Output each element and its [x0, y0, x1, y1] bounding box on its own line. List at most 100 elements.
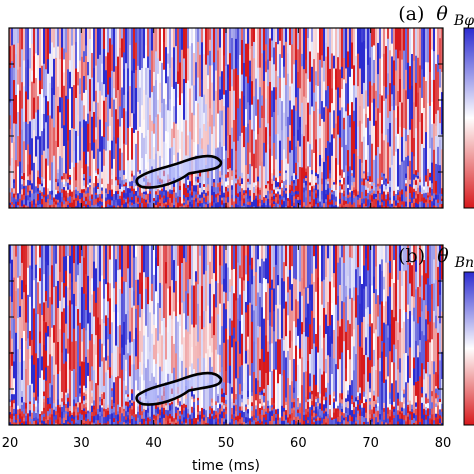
- heatmap-cell: [187, 409, 190, 414]
- heatmap-cell: [387, 94, 390, 119]
- heatmap-cell: [115, 281, 118, 305]
- heatmap-cell: [119, 183, 123, 190]
- heatmap-cell: [169, 110, 172, 149]
- heatmap-cell: [137, 369, 140, 391]
- heatmap-cell: [87, 193, 91, 200]
- heatmap-cell: [303, 414, 307, 422]
- heatmap-cell: [133, 305, 136, 340]
- heatmap-cell: [167, 415, 170, 422]
- heatmap-cell: [131, 28, 134, 72]
- heatmap-cell: [319, 368, 322, 395]
- heatmap-cell: [63, 59, 66, 73]
- heatmap-cell: [315, 190, 318, 194]
- heatmap-cell: [381, 95, 384, 135]
- heatmap-cell: [171, 280, 174, 320]
- heatmap-cell: [381, 421, 384, 425]
- heatmap-cell: [173, 71, 176, 90]
- heatmap-cell: [315, 204, 319, 208]
- heatmap-cell: [81, 410, 84, 416]
- heatmap-cell: [305, 185, 309, 191]
- heatmap-cell: [75, 245, 78, 283]
- heatmap-cell: [283, 262, 286, 282]
- heatmap-cell: [45, 122, 48, 160]
- heatmap-cell: [223, 402, 227, 406]
- heatmap-cell: [165, 262, 168, 284]
- heatmap-cell: [97, 189, 101, 195]
- heatmap-cell: [59, 202, 62, 208]
- heatmap-cell: [39, 377, 42, 415]
- heatmap-cell: [401, 189, 405, 195]
- heatmap-cell: [239, 98, 242, 137]
- heatmap-cell: [271, 28, 274, 42]
- heatmap-cell: [63, 423, 66, 425]
- heatmap-cell: [229, 365, 232, 384]
- heatmap-cell: [225, 414, 229, 420]
- heatmap-cell: [341, 318, 344, 353]
- heatmap-cell: [389, 197, 393, 201]
- heatmap-cell: [167, 245, 170, 289]
- heatmap-cell: [85, 196, 88, 202]
- heatmap-cell: [89, 111, 92, 144]
- heatmap-cell: [141, 245, 144, 283]
- heatmap-cell: [281, 187, 285, 191]
- heatmap-cell: [293, 410, 296, 418]
- heatmap-cell: [169, 148, 172, 180]
- heatmap-cell: [353, 153, 356, 179]
- heatmap-cell: [311, 41, 314, 68]
- heatmap-cell: [213, 415, 217, 420]
- heatmap-cell: [287, 350, 290, 379]
- heatmap-cell: [259, 245, 262, 267]
- heatmap-cell: [81, 287, 84, 330]
- heatmap-cell: [143, 380, 146, 393]
- heatmap-cell: [89, 245, 92, 282]
- heatmap-cell: [55, 414, 58, 421]
- heatmap-cell: [261, 283, 264, 308]
- heatmap-cell: [271, 371, 274, 399]
- heatmap-cell: [159, 282, 162, 309]
- heatmap-cell: [303, 28, 306, 70]
- heatmap-cell: [171, 86, 174, 130]
- heatmap-cell: [365, 28, 368, 50]
- heatmap-cell: [137, 101, 140, 132]
- heatmap-cell: [337, 134, 340, 166]
- heatmap-cell: [51, 148, 54, 163]
- heatmap-cell: [31, 43, 34, 72]
- heatmap-cell: [51, 385, 54, 404]
- heatmap-cell: [31, 412, 35, 420]
- heatmap-cell: [197, 41, 200, 79]
- heatmap-cell: [209, 283, 212, 324]
- heatmap-cell: [349, 385, 352, 416]
- heatmap-cell: [329, 367, 332, 396]
- heatmap-cell: [55, 204, 59, 208]
- heatmap-cell: [273, 169, 277, 177]
- heatmap-cell: [337, 369, 340, 407]
- heatmap-cell: [115, 109, 118, 145]
- heatmap-cell: [373, 185, 376, 192]
- heatmap-cell: [195, 185, 198, 193]
- heatmap-cell: [361, 403, 365, 409]
- heatmap-cell: [251, 46, 254, 82]
- heatmap-cell: [367, 245, 370, 271]
- heatmap-cell: [209, 375, 212, 407]
- heatmap-cell: [203, 245, 206, 275]
- heatmap-cell: [33, 28, 36, 57]
- heatmap-cell: [123, 354, 126, 382]
- heatmap-cell: [433, 198, 437, 202]
- heatmap-cell: [329, 325, 332, 337]
- heatmap-cell: [409, 186, 412, 194]
- heatmap-cell: [63, 187, 66, 191]
- heatmap-cell: [231, 393, 235, 400]
- heatmap-cell: [295, 205, 298, 208]
- heatmap-cell: [33, 199, 36, 206]
- heatmap-cell: [75, 281, 78, 307]
- heatmap-cell: [301, 102, 304, 135]
- heatmap-cell: [303, 245, 306, 290]
- heatmap-cell: [23, 330, 26, 362]
- heatmap-cell: [253, 245, 256, 277]
- heatmap-cell: [25, 369, 28, 404]
- heatmap-cell: [415, 106, 418, 129]
- heatmap-cell: [211, 134, 214, 156]
- heatmap-cell: [289, 330, 292, 349]
- heatmap-cell: [223, 291, 226, 304]
- heatmap-cell: [331, 343, 334, 375]
